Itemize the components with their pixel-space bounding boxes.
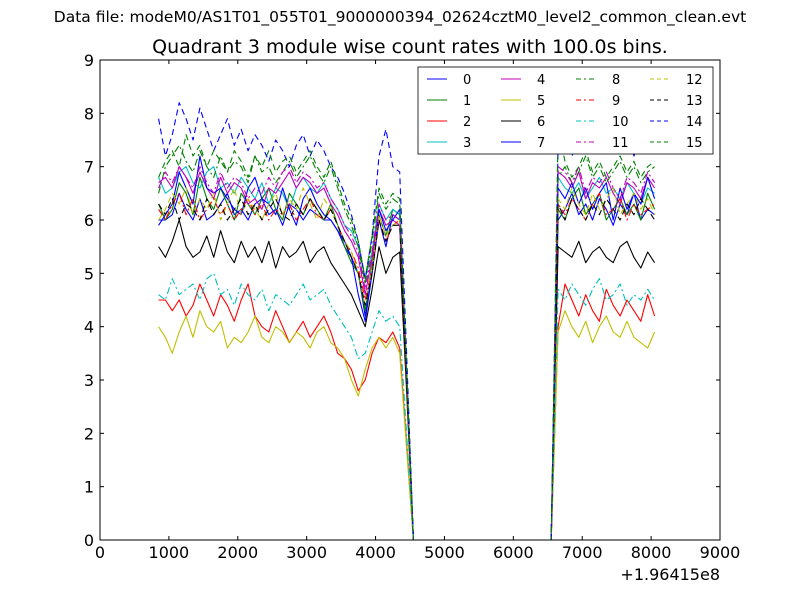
series-line-14 [158,102,656,541]
series-line-10 [158,272,656,541]
axis-ticks: 0 1000 2000 3000 4000 5000 6000 7000 8000 9000012… [84,51,741,562]
series-lines [158,102,656,541]
legend-label-6: 6 [537,115,545,130]
legend-label-5: 5 [537,94,545,109]
series-line-15 [158,128,655,541]
x-tick-label: 0 [95,543,105,562]
series-line-7 [158,155,656,541]
axes-frame [99,59,721,541]
x-tick-label: 5000 [424,543,465,562]
series-line-2 [158,283,656,541]
legend-label-10: 10 [612,115,629,130]
x-tick-label: 7000 [562,543,603,562]
y-tick-label: 4 [84,318,94,337]
x-tick-label: 6000 [493,543,534,562]
legend-label-1: 1 [463,94,471,109]
legend-label-12: 12 [686,73,703,88]
legend-label-8: 8 [612,73,620,88]
y-tick-label: 8 [84,104,94,123]
y-tick-label: 5 [84,264,94,283]
x-tick-label: 2000 [217,543,258,562]
legend-label-3: 3 [463,136,471,151]
y-tick-label: 1 [84,478,94,497]
legend-label-0: 0 [463,73,471,88]
y-tick-label: 3 [84,371,94,390]
legend-label-13: 13 [686,94,703,109]
figure-suptitle: Data file: modeM0/AS1T01_055T01_90000003… [53,8,747,26]
legend-label-2: 2 [463,115,471,130]
series-line-11 [158,166,656,541]
x-offset-label: +1.96415e8 [620,565,720,584]
y-tick-label: 0 [84,531,94,550]
x-tick-label: 3000 [286,543,327,562]
legend-label-7: 7 [537,136,545,151]
x-tick-label: 9000 [700,543,741,562]
legend-label-4: 4 [537,73,545,88]
y-tick-label: 7 [84,158,94,177]
y-tick-label: 9 [84,51,94,70]
y-tick-label: 2 [84,424,94,443]
chart-title: Quadrant 3 module wise count rates with … [152,36,668,58]
legend-box [417,66,714,155]
legend-label-15: 15 [686,136,703,151]
y-tick-label: 6 [84,211,94,230]
series-line-5 [158,310,656,541]
x-tick-label: 1000 [149,543,190,562]
legend-label-11: 11 [612,136,629,151]
legend-label-14: 14 [686,115,703,130]
x-tick-label: 4000 [355,543,396,562]
legend-label-9: 9 [612,94,620,109]
x-tick-label: 8000 [631,543,672,562]
